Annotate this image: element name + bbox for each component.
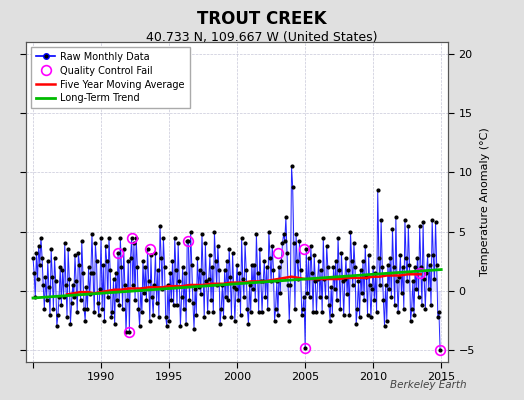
Y-axis label: Temperature Anomaly (°C): Temperature Anomaly (°C)	[481, 128, 490, 276]
Text: TROUT CREEK: TROUT CREEK	[197, 10, 327, 28]
Text: 40.733 N, 109.667 W (United States): 40.733 N, 109.667 W (United States)	[146, 31, 378, 44]
Text: Berkeley Earth: Berkeley Earth	[390, 380, 466, 390]
Legend: Raw Monthly Data, Quality Control Fail, Five Year Moving Average, Long-Term Tren: Raw Monthly Data, Quality Control Fail, …	[31, 47, 190, 108]
